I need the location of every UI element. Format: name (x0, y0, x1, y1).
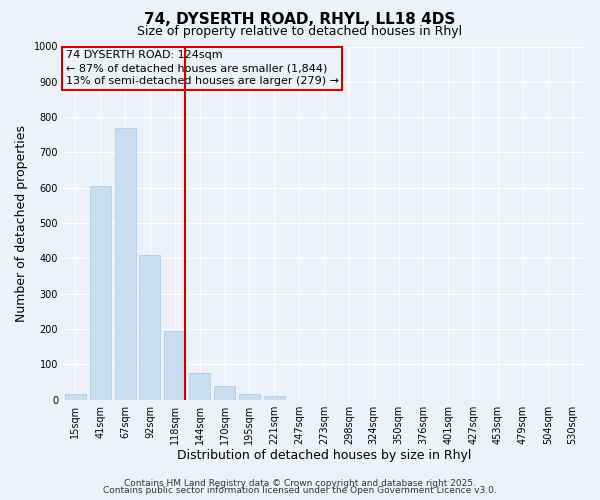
Text: 74 DYSERTH ROAD: 124sqm
← 87% of detached houses are smaller (1,844)
13% of semi: 74 DYSERTH ROAD: 124sqm ← 87% of detache… (65, 50, 338, 86)
Bar (239, 394, 260, 400)
Text: Size of property relative to detached houses in Rhyl: Size of property relative to detached ho… (137, 25, 463, 38)
Bar (263, 396, 285, 400)
Text: 74, DYSERTH ROAD, RHYL, LL18 4DS: 74, DYSERTH ROAD, RHYL, LL18 4DS (145, 12, 455, 28)
Bar (164, 331, 185, 400)
X-axis label: Distribution of detached houses by size in Rhyl: Distribution of detached houses by size … (177, 450, 471, 462)
Bar (115, 128, 136, 400)
Y-axis label: Number of detached properties: Number of detached properties (15, 124, 28, 322)
Text: Contains public sector information licensed under the Open Government Licence v3: Contains public sector information licen… (103, 486, 497, 495)
Bar (89, 186, 111, 400)
Text: Contains HM Land Registry data © Crown copyright and database right 2025.: Contains HM Land Registry data © Crown c… (124, 478, 476, 488)
Bar (139, 255, 160, 400)
Bar (214, 386, 235, 400)
Bar (65, 394, 86, 400)
Bar (189, 373, 210, 400)
